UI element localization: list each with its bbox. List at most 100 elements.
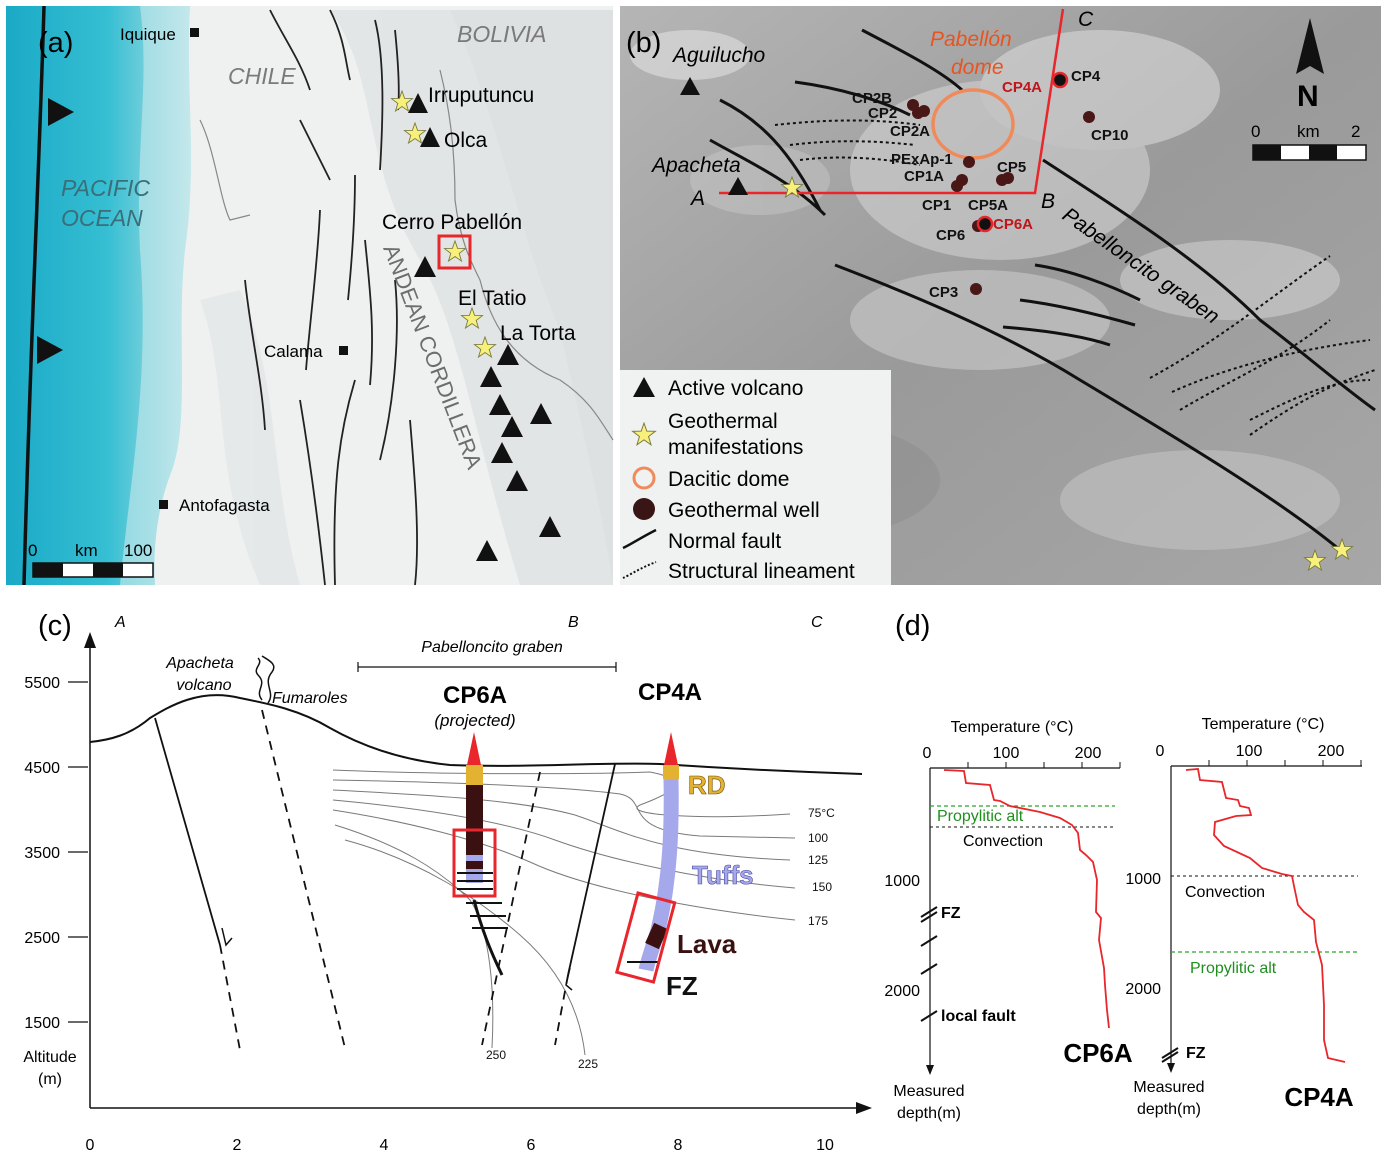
panel-b-normal-faults (709, 28, 1376, 552)
cp6a-propylitic-label: Propylitic alt (937, 808, 1024, 825)
panel-label-c: (c) (38, 610, 72, 642)
rd-label: RD (688, 770, 726, 800)
label-apacheta: Apacheta (650, 154, 741, 177)
fz-label: FZ (666, 971, 698, 1001)
volcano-icon (680, 77, 700, 95)
y-tick-label: 1500 (24, 1015, 60, 1032)
cp6a-convection-label: Convection (963, 833, 1043, 850)
cp4a-y-label-line2: depth(m) (1137, 1101, 1201, 1118)
well-label-cp6a: CP6A (993, 216, 1033, 233)
volcano-icon (489, 394, 511, 415)
legend-lineament-icon (622, 561, 657, 579)
cp6a-y-tick: 2000 (884, 983, 920, 1000)
legend-dome-icon (632, 466, 656, 490)
section-point-a: A (689, 187, 705, 210)
legend-geo-label-line2: manifestations (668, 436, 803, 459)
well-marker (963, 156, 975, 168)
well-marker (918, 105, 930, 117)
legend-volcano-icon (633, 377, 655, 397)
city-label-iquique: Iquique (120, 25, 176, 44)
well-marker-cp4a (1051, 71, 1069, 89)
well-marker-cp6a (976, 215, 994, 233)
ocean-label-line1: PACIFIC (61, 175, 150, 201)
well-label-cp2b: CP2B (852, 90, 892, 107)
well-cp4a-column (614, 732, 679, 984)
cp4a-x-tick: 200 (1318, 743, 1345, 760)
volcano-icon (476, 540, 498, 561)
volcano-icon (539, 516, 561, 537)
cp6a-local-fault-label: local fault (941, 1008, 1016, 1025)
x-tick-label: 6 (527, 1137, 536, 1154)
cp4a-temperature-curve (1185, 768, 1346, 1063)
panel-a-faults (244, 9, 418, 586)
volcano-icon (506, 470, 528, 491)
volcano-icon (491, 442, 513, 463)
panel-b-wells (907, 99, 1095, 295)
cp6a-y-label-line1: Measured (893, 1083, 964, 1100)
cp4a-propylitic-label: Propylitic alt (1190, 960, 1277, 977)
north-label: N (1297, 80, 1319, 113)
dome-label-line2: dome (951, 56, 1004, 79)
apacheta-label-line1: Apacheta (165, 655, 234, 672)
city-marker-antofagasta (159, 500, 168, 509)
panel-b-relief (630, 30, 1340, 550)
cp4a-plot-title: CP4A (1284, 1082, 1354, 1112)
label-cerro-pabellon: Cerro Pabellón (382, 211, 522, 234)
study-area-box (437, 234, 472, 270)
cp6a-y-tick: 1000 (884, 873, 920, 890)
fumaroles-label: Fumaroles (272, 690, 348, 707)
scale-max-label: 100 (124, 541, 152, 560)
x-tick-label: 4 (380, 1137, 389, 1154)
ocean-label-line2: OCEAN (61, 205, 143, 231)
legend-lineament-label: Structural lineament (668, 560, 855, 583)
section-line-abc (719, 8, 1065, 195)
national-border (199, 69, 614, 441)
cp4a-y-label-line1: Measured (1133, 1079, 1204, 1096)
isotherm-label: 175 (808, 914, 828, 928)
isotherm-label: 225 (578, 1057, 598, 1071)
label-aguilucho: Aguilucho (671, 44, 766, 67)
isotherm-label: 75°C (808, 806, 835, 820)
x-tick-label: 2 (233, 1137, 242, 1154)
well-label-cp5: CP5 (997, 159, 1026, 176)
volcano-icon (728, 177, 748, 195)
trench-line (22, 5, 46, 586)
section-point-b: B (1041, 190, 1055, 213)
cp6a-temperature-curve (943, 769, 1110, 1029)
fumaroles-icon (255, 655, 275, 704)
panel-label-a: (a) (38, 27, 73, 59)
tuffs-label: Tuffs (692, 860, 754, 890)
cp4a-temperature-plot: Temperature (°C) 0 100 200 1000 2000 Con… (1125, 716, 1362, 1118)
legend-well-icon (633, 498, 655, 520)
y-axis-arrow-icon (84, 632, 96, 648)
topography-profile (89, 694, 863, 775)
panel-a: 0 km 100 Iquique Calama Antofagasta CHIL… (6, 5, 614, 586)
section-faults (154, 709, 616, 1051)
cp4a-convection-label: Convection (1185, 884, 1265, 901)
label-irruputuncu: Irruputuncu (428, 84, 534, 107)
legend-fault-label: Normal fault (668, 530, 781, 553)
north-arrow-icon: N (1296, 18, 1324, 113)
section-label-b: B (568, 614, 579, 631)
cp6a-x-label: Temperature (°C) (951, 719, 1074, 736)
legend-geo-label-line1: Geothermal (668, 410, 778, 433)
volcano-icon (414, 256, 436, 277)
cp4a-fz-label: FZ (1186, 1045, 1206, 1062)
well-label-cp4a: CP4A (1002, 79, 1042, 96)
section-label-a: A (114, 614, 126, 631)
panel-b-legend: Active volcano Geothermal manifestations… (620, 370, 891, 585)
well-label-cp6: CP6 (936, 227, 965, 244)
x-tick-label: 10 (816, 1137, 834, 1154)
volcano-icon (408, 93, 428, 113)
scale-b-unit: km (1297, 122, 1320, 141)
scale-unit-label: km (75, 541, 98, 560)
cp6a-x-tick: 200 (1075, 745, 1102, 762)
volcano-icon (420, 127, 440, 147)
legend-box (620, 370, 891, 585)
x-tick-label: 8 (674, 1137, 683, 1154)
cp6a-x-tick: 0 (923, 745, 932, 762)
well-label-cp3: CP3 (929, 284, 958, 301)
well-label-cp2a: CP2A (890, 123, 930, 140)
projected-label: (projected) (434, 711, 515, 730)
